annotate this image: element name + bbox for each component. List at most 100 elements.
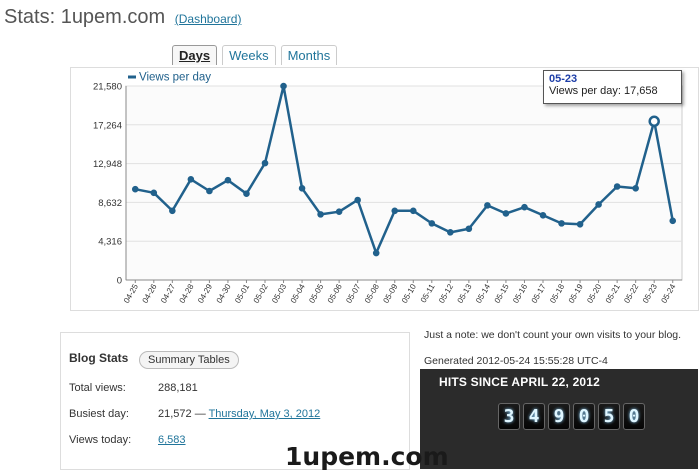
x-tick-label: 05-20 [585, 282, 603, 305]
x-tick-label: 05-17 [530, 282, 548, 305]
summary-tables-button[interactable]: Summary Tables [139, 351, 239, 369]
period-tabs: Days Weeks Months [172, 45, 338, 65]
data-point [335, 208, 343, 215]
x-tick-label: 04-26 [141, 282, 159, 305]
x-tick-label: 05-07 [344, 282, 362, 305]
x-tick-label: 04-28 [178, 282, 196, 305]
x-tick-label: 05-22 [622, 282, 640, 305]
data-point [632, 185, 639, 192]
data-point [354, 196, 361, 204]
counter-digit: 5 [598, 403, 620, 430]
data-point [648, 115, 660, 128]
y-tick-label: 12,948 [93, 159, 122, 170]
page-title: Stats: 1upem.com (Dashboard) [4, 6, 241, 29]
x-tick-label: 05-21 [604, 282, 622, 305]
data-point [131, 185, 139, 193]
legend-label: Views per day [139, 72, 211, 84]
hit-counter-digits: 3 4 9 0 5 0 [498, 403, 645, 430]
x-tick-label: 05-05 [307, 282, 325, 305]
x-tick-label: 05-01 [233, 282, 251, 305]
generated-timestamp: Generated 2012-05-24 15:55:28 UTC-4 [424, 355, 608, 367]
busiest-day-label: Busiest day: [69, 408, 129, 420]
data-point [484, 202, 491, 209]
y-tick-label: 8,632 [98, 198, 122, 209]
x-tick-label: 05-06 [326, 282, 344, 305]
x-tick-label: 04-30 [215, 282, 233, 305]
data-point [243, 190, 250, 197]
chart-tooltip: 05-23 Views per day: 17,658 [543, 70, 682, 104]
x-tick-label: 05-04 [289, 282, 307, 305]
blog-stats-heading: Blog Stats [69, 351, 129, 365]
data-point [169, 207, 176, 215]
x-tick-label: 05-23 [641, 282, 659, 305]
data-point [521, 203, 528, 211]
data-point [317, 211, 324, 218]
x-tick-label: 05-09 [381, 282, 399, 305]
x-tick-label: 04-29 [196, 282, 214, 305]
x-tick-label: 05-13 [456, 282, 474, 305]
y-tick-label: 21,580 [93, 82, 122, 93]
x-tick-label: 05-03 [270, 282, 288, 305]
data-point [187, 176, 195, 183]
x-tick-label: 05-19 [567, 282, 585, 305]
y-tick-label: 17,264 [93, 120, 122, 131]
x-tick-label: 04-25 [122, 282, 140, 305]
plot-area [125, 85, 683, 281]
data-point [558, 220, 565, 227]
data-point [428, 220, 436, 227]
data-point [669, 217, 677, 225]
data-point [206, 187, 213, 195]
hit-counter-title: HITS SINCE APRIL 22, 2012 [439, 375, 601, 389]
dashboard-link[interactable]: (Dashboard) [174, 12, 242, 26]
total-views-label: Total views: [69, 382, 126, 394]
data-point [539, 211, 547, 219]
data-point [280, 82, 287, 90]
counter-digit: 3 [498, 403, 520, 430]
data-point [613, 183, 621, 190]
counter-digit: 0 [573, 403, 595, 430]
x-tick-label: 04-27 [159, 282, 177, 305]
data-point [502, 210, 510, 217]
data-point [409, 207, 417, 215]
hit-counter: HITS SINCE APRIL 22, 2012 3 4 9 0 5 0 [420, 369, 698, 469]
y-tick-label: 4,316 [98, 237, 122, 248]
x-tick-label: 05-11 [419, 282, 437, 304]
busiest-day-value: 21,572 — [158, 408, 206, 420]
tab-months[interactable]: Months [280, 45, 338, 65]
tab-days[interactable]: Days [172, 45, 218, 65]
x-tick-label: 05-16 [511, 282, 529, 305]
x-tick-label: 05-18 [548, 282, 566, 305]
data-point [224, 176, 232, 184]
views-today-link[interactable]: 6,583 [158, 434, 186, 446]
y-tick-label: 0 [117, 276, 122, 287]
data-point [150, 189, 158, 197]
tab-weeks[interactable]: Weeks [222, 45, 276, 65]
tooltip-date: 05-23 [549, 73, 578, 85]
tooltip-value: Views per day: 17,658 [549, 85, 658, 97]
data-point [261, 159, 269, 167]
data-point [391, 207, 399, 215]
x-tick-label: 05-02 [252, 282, 270, 305]
data-point [447, 229, 454, 236]
site-watermark: 1upem.com [285, 442, 449, 471]
x-tick-label: 05-08 [363, 282, 381, 305]
page-title-text: Stats: 1upem.com [4, 6, 166, 28]
data-point [576, 220, 584, 228]
counter-digit: 9 [548, 403, 570, 430]
data-point [298, 185, 306, 192]
x-tick-label: 05-14 [474, 282, 492, 305]
data-point [372, 249, 380, 257]
x-tick-label: 05-10 [400, 282, 418, 305]
x-tick-label: 05-12 [437, 282, 455, 305]
total-views-value: 288,181 [158, 382, 198, 394]
own-visits-note: Just a note: we don't count your own vis… [424, 329, 682, 341]
views-today-label: Views today: [69, 434, 132, 446]
x-tick-label: 05-15 [493, 282, 511, 305]
data-point [595, 201, 602, 208]
busiest-day-link[interactable]: Thursday, May 3, 2012 [208, 408, 321, 420]
x-tick-label: 05-24 [659, 282, 677, 305]
counter-digit: 4 [523, 403, 545, 430]
data-point [465, 225, 473, 233]
views-chart: 0 4,316 8,632 12,948 17,264 21,580 04-25 04-26 0… [70, 67, 699, 311]
